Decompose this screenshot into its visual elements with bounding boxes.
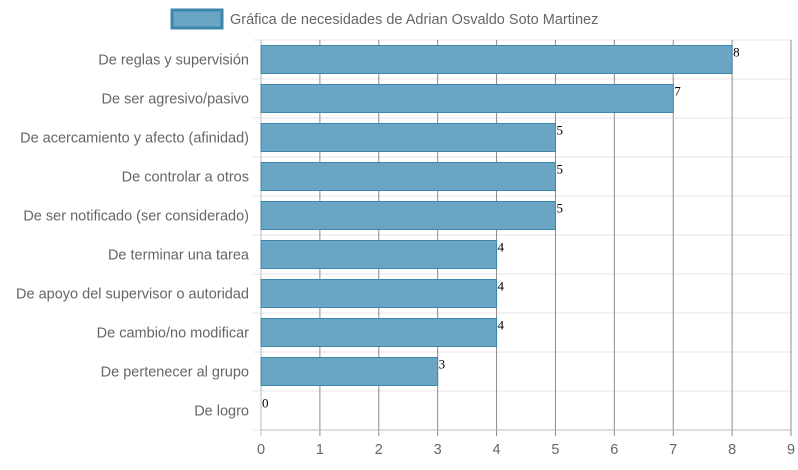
x-tick-label: 9 xyxy=(787,442,795,458)
data-label: 0 xyxy=(262,396,269,411)
x-tick-label: 6 xyxy=(610,442,618,458)
data-label: 7 xyxy=(674,84,681,99)
bar xyxy=(260,240,498,269)
x-tick-label: 2 xyxy=(375,442,383,458)
category-label: De acercamiento y afecto (afinidad) xyxy=(20,131,249,147)
legend-swatch xyxy=(170,8,224,30)
category-label: De reglas y supervisión xyxy=(98,53,249,69)
category-label: De pertenecer al grupo xyxy=(101,365,249,381)
category-label: De apoyo del supervisor o autoridad xyxy=(16,287,249,303)
bar xyxy=(260,201,556,230)
x-tick-label: 1 xyxy=(316,442,324,458)
bar xyxy=(260,162,556,191)
legend[interactable]: Gráfica de necesidades de Adrian Osvaldo… xyxy=(170,8,598,30)
bars xyxy=(260,45,733,386)
data-label: 5 xyxy=(556,201,563,216)
x-tick-label: 8 xyxy=(728,442,736,458)
bar xyxy=(260,357,439,386)
data-label: 5 xyxy=(556,162,563,177)
data-label: 4 xyxy=(498,240,505,255)
data-label: 4 xyxy=(498,279,505,294)
x-tick-label: 4 xyxy=(493,442,501,458)
data-label: 4 xyxy=(498,318,505,333)
category-label: De terminar una tarea xyxy=(108,248,250,264)
bar xyxy=(260,45,733,74)
bar xyxy=(260,318,498,347)
category-label: De logro xyxy=(194,404,249,420)
category-label: De ser agresivo/pasivo xyxy=(102,92,250,108)
category-labels: De reglas y supervisión De ser agresivo/p… xyxy=(16,53,250,420)
x-tick-label: 7 xyxy=(669,442,677,458)
bar xyxy=(260,84,674,113)
data-label: 3 xyxy=(439,357,446,372)
category-label: De ser notificado (ser considerado) xyxy=(23,209,249,225)
x-tick-label: 3 xyxy=(434,442,442,458)
category-label: De controlar a otros xyxy=(122,170,249,186)
x-tick-label: 0 xyxy=(257,442,265,458)
x-axis-tick-labels: 0 1 2 3 4 5 6 7 8 9 xyxy=(257,442,795,458)
category-label: De cambio/no modificar xyxy=(97,326,249,342)
bar xyxy=(260,123,556,152)
x-tick-label: 5 xyxy=(551,442,559,458)
data-label: 5 xyxy=(556,123,563,138)
data-labels: 8 7 5 5 5 4 4 4 3 0 xyxy=(262,45,740,411)
bar xyxy=(260,279,498,308)
legend-label: Gráfica de necesidades de Adrian Osvaldo… xyxy=(230,12,598,28)
data-label: 8 xyxy=(733,45,740,60)
